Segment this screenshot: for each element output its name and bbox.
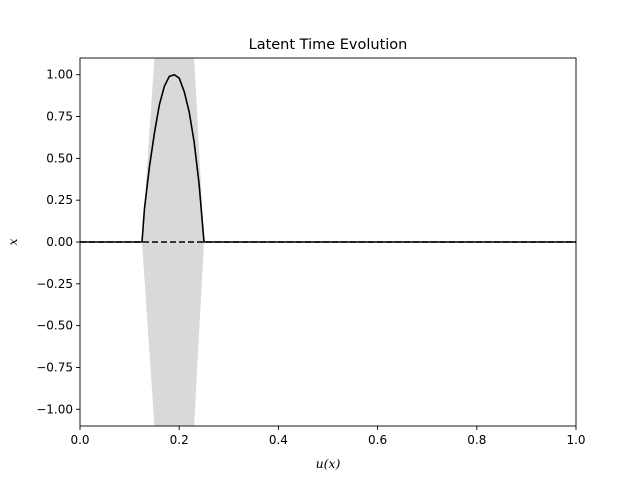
- y-tick-label: −0.75: [36, 360, 73, 374]
- y-tick-label: −1.00: [36, 402, 73, 416]
- chart-title: Latent Time Evolution: [249, 37, 408, 53]
- y-tick-label: −0.25: [36, 277, 73, 291]
- x-tick-label: 0.8: [467, 433, 486, 447]
- y-tick-label: 0.00: [46, 235, 73, 249]
- y-axis-label: x: [5, 238, 20, 245]
- y-tick-label: 0.75: [46, 110, 73, 124]
- x-axis-label: u(x): [316, 456, 341, 471]
- y-tick-label: 0.50: [46, 151, 73, 165]
- y-tick-label: −0.50: [36, 319, 73, 333]
- x-tick-label: 1.0: [566, 433, 585, 447]
- y-tick-label: 1.00: [46, 68, 73, 82]
- plot-area: 0.0 0.2 0.4 0.6 0.8 1.0 −1.00 −0.75 −0.50 −0.25 0.…: [36, 57, 586, 447]
- x-tick-label: 0.6: [368, 433, 387, 447]
- x-tick-label: 0.0: [70, 433, 89, 447]
- series-line-solid: [80, 73, 576, 243]
- y-tick-label: 0.25: [46, 193, 73, 207]
- x-tick-label: 0.2: [170, 433, 189, 447]
- x-tick-label: 0.4: [269, 433, 288, 447]
